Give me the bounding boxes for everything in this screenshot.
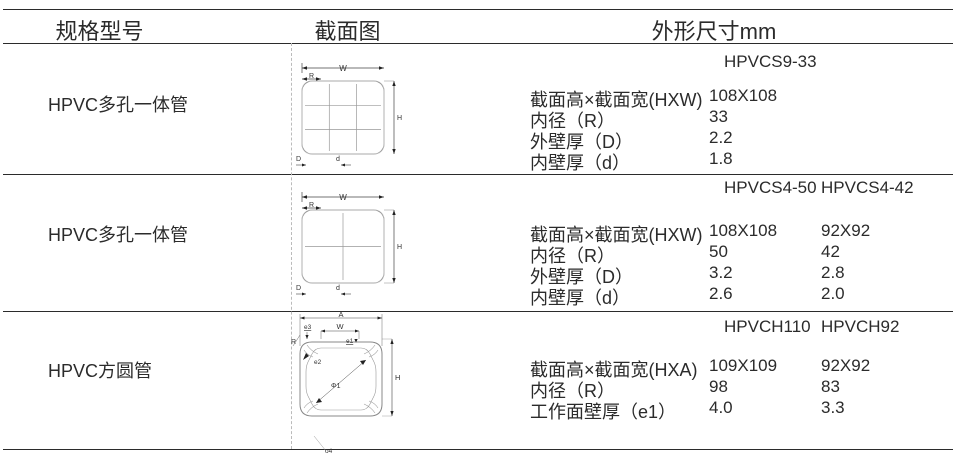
svg-text:d: d xyxy=(336,156,340,163)
svg-text:W: W xyxy=(336,322,344,331)
svg-text:D: D xyxy=(296,285,301,292)
svg-text:H: H xyxy=(397,115,402,122)
svg-text:Φ1: Φ1 xyxy=(331,383,341,390)
svg-text:d: d xyxy=(336,285,340,292)
svg-text:D: D xyxy=(296,156,301,163)
svg-text:R: R xyxy=(309,202,314,209)
svg-text:o4: o4 xyxy=(325,448,333,455)
svg-text:e3: e3 xyxy=(304,324,312,331)
svg-text:R: R xyxy=(309,73,314,80)
svg-text:W: W xyxy=(339,193,347,202)
svg-text:H: H xyxy=(397,244,402,251)
svg-text:e2: e2 xyxy=(314,359,322,366)
svg-text:W: W xyxy=(339,64,347,73)
svg-text:A: A xyxy=(338,310,343,319)
svg-text:H: H xyxy=(395,373,400,382)
